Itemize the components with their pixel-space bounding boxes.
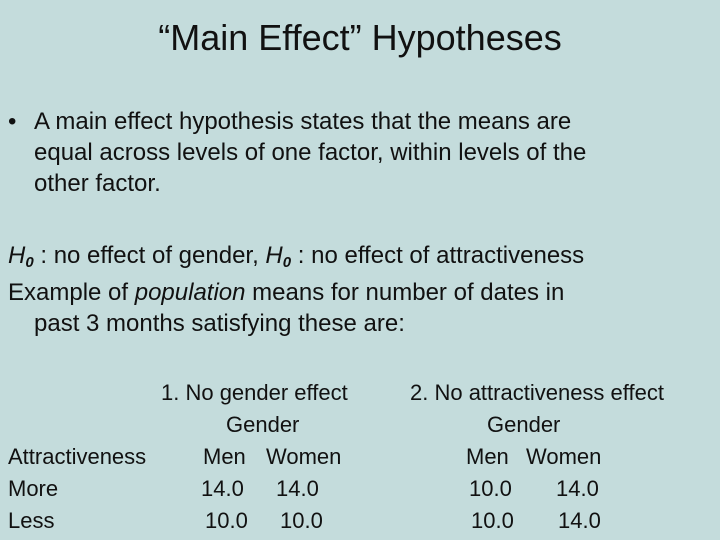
case1-more-men: 14.0: [201, 476, 244, 501]
case2-col-men: Men: [466, 444, 509, 469]
hypothesis-gender: : no effect of gender,: [33, 242, 266, 269]
example-line-2: past 3 months satisfying these are:: [34, 310, 405, 337]
h-symbol: H: [8, 242, 26, 269]
case1-title: 1. No gender effect: [161, 380, 348, 405]
bullet-line-3: other factor.: [34, 170, 161, 197]
row-header: Attractiveness: [8, 444, 147, 469]
hypotheses-line: H0 : no effect of gender, H0 : no effect…: [8, 242, 585, 271]
hypothesis-attractiveness: : no effect of attractiveness: [291, 242, 585, 269]
case1-more-women: 14.0: [276, 476, 319, 501]
h-subscript: 0: [282, 254, 292, 271]
case2-title: 2. No attractiveness effect: [410, 380, 664, 405]
bullet-marker: •: [8, 108, 17, 135]
example-pre: Example of: [8, 279, 135, 306]
case2-factor: Gender: [487, 412, 561, 437]
case2-less-men: 10.0: [471, 508, 514, 533]
row-label-more: More: [8, 476, 59, 501]
h-symbol: H: [265, 242, 283, 269]
example-italic: population: [134, 279, 246, 306]
h-subscript: 0: [25, 254, 34, 271]
row-label-less: Less: [8, 508, 55, 533]
case1-less-women: 10.0: [280, 508, 323, 533]
case1-col-women: Women: [266, 444, 342, 469]
bullet-line-1: A main effect hypothesis states that the…: [34, 108, 572, 135]
case2-more-women: 14.0: [556, 476, 599, 501]
example-post: means for number of dates in: [245, 279, 565, 306]
case1-less-men: 10.0: [205, 508, 248, 533]
case2-col-women: Women: [526, 444, 602, 469]
case1-factor: Gender: [226, 412, 300, 437]
bullet-line-2: equal across levels of one factor, withi…: [34, 139, 587, 166]
case1-col-men: Men: [203, 444, 246, 469]
case2-more-men: 10.0: [469, 476, 512, 501]
example-line-1: Example of population means for number o…: [8, 281, 564, 305]
slide-title: “Main Effect” Hypotheses: [158, 17, 562, 58]
case2-less-women: 14.0: [558, 508, 601, 533]
